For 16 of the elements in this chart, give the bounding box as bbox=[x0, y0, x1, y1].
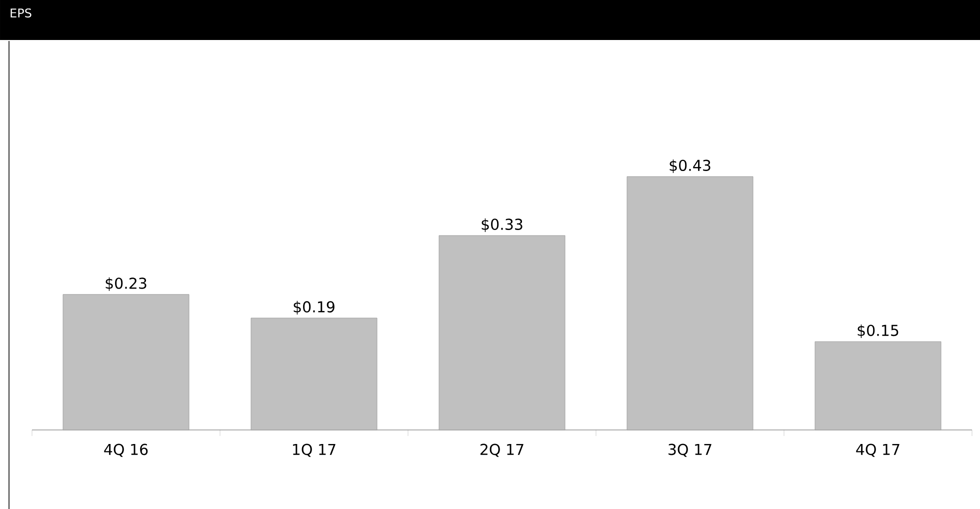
bar bbox=[438, 235, 566, 430]
x-tick-label: 1Q 17 bbox=[293, 444, 336, 457]
bar bbox=[814, 341, 942, 430]
chart-title: EPS bbox=[10, 8, 32, 18]
data-label: $0.23 bbox=[106, 277, 146, 291]
bar bbox=[250, 318, 378, 430]
bar bbox=[626, 176, 754, 430]
data-label: $0.33 bbox=[482, 218, 522, 232]
data-label: $0.19 bbox=[294, 300, 334, 314]
x-tick-label: 4Q 17 bbox=[856, 444, 900, 457]
data-label: $0.15 bbox=[858, 324, 898, 338]
bar bbox=[62, 294, 190, 430]
x-tick-label: 3Q 17 bbox=[668, 444, 712, 457]
data-label: $0.43 bbox=[670, 159, 710, 174]
x-tick-label: 2Q 17 bbox=[480, 444, 524, 457]
x-tick-label: 4Q 16 bbox=[104, 444, 148, 457]
